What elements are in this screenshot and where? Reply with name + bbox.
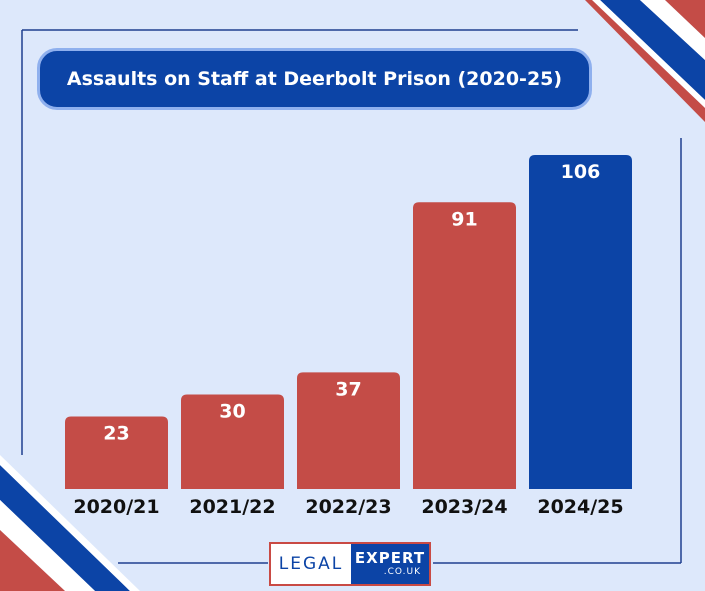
value-label-2020-21: 23 <box>103 423 129 445</box>
chart-title: Assaults on Staff at Deerbolt Prison (20… <box>37 48 592 110</box>
value-label-2022-23: 37 <box>335 378 361 400</box>
bar-2022-23 <box>297 372 400 489</box>
logo-legal-text: LEGAL <box>278 554 344 574</box>
tick-label-2021-22: 2021/22 <box>189 496 275 518</box>
legal-expert-logo: LEGAL EXPERT .CO.UK <box>269 542 431 586</box>
bar-2020-21 <box>65 416 168 489</box>
value-labels: 23 30 37 91 106 <box>103 161 600 445</box>
tick-label-2022-23: 2022/23 <box>305 496 391 518</box>
tick-label-2020-21: 2020/21 <box>73 496 159 518</box>
bar-series <box>65 155 632 489</box>
logo-domain-text: .CO.UK <box>383 567 421 577</box>
value-label-2021-22: 30 <box>219 400 245 422</box>
logo-expert-text: EXPERT <box>354 549 426 567</box>
corner-stripes-bottom-left <box>0 455 140 591</box>
logo-expert-block: EXPERT .CO.UK <box>351 544 429 584</box>
value-label-2024-25: 106 <box>561 161 601 183</box>
tick-label-2024-25: 2024/25 <box>537 496 623 518</box>
bar-2021-22 <box>181 394 284 489</box>
value-label-2023-24: 91 <box>451 208 477 230</box>
bar-2023-24 <box>413 202 516 489</box>
tick-label-2023-24: 2023/24 <box>421 496 507 518</box>
corner-stripes-top-right <box>585 0 705 122</box>
x-tick-labels: 2020/21 2021/22 2022/23 2023/24 2024/25 <box>73 496 623 518</box>
bar-2024-25 <box>529 155 632 489</box>
